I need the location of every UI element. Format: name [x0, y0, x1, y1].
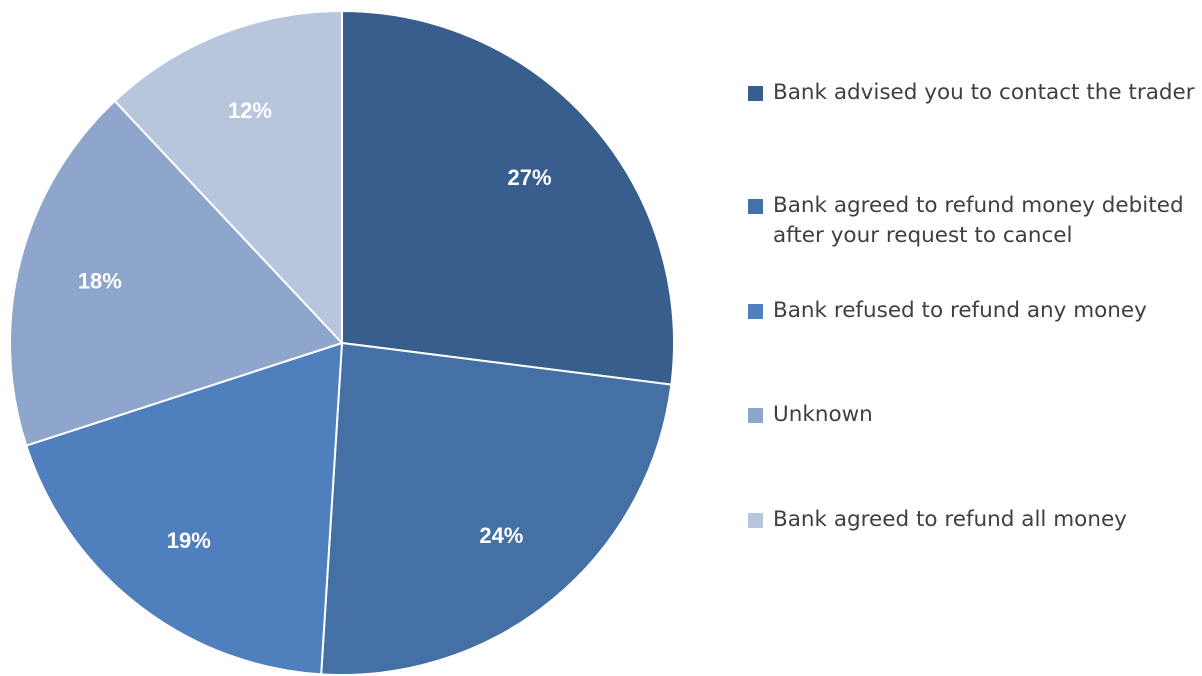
legend-label: Bank advised you to contact the trader	[773, 80, 1195, 105]
legend-label: Bank refused to refund any money	[773, 298, 1147, 323]
legend-label: Unknown	[773, 402, 873, 427]
legend-swatch	[748, 304, 763, 319]
legend-item-refund-debited: Bank agreed to refund money debited afte…	[748, 191, 1198, 251]
legend-item-refund-all: Bank agreed to refund all money	[748, 505, 1198, 535]
slice-data-label: 24%	[479, 523, 523, 548]
pie-slice	[341, 9, 675, 386]
legend-item-refused-refund: Bank refused to refund any money	[748, 296, 1198, 326]
legend-swatch	[748, 513, 763, 528]
legend-swatch	[748, 408, 763, 423]
pie-slice	[113, 9, 343, 346]
legend-item-contact-trader: Bank advised you to contact the trader	[748, 78, 1198, 108]
legend-swatch	[748, 199, 763, 214]
slice-data-label: 19%	[167, 528, 211, 553]
pie-slice	[320, 341, 673, 676]
pie-slice	[9, 99, 344, 447]
legend-label: Bank agreed to refund money debited afte…	[773, 193, 1184, 248]
slice-data-label: 18%	[78, 268, 122, 293]
pie-slice	[24, 341, 344, 676]
legend-swatch	[748, 86, 763, 101]
legend-label: Bank agreed to refund all money	[773, 507, 1127, 532]
pie-chart: 27% 24% 19% 18% 12%	[9, 9, 675, 676]
slice-data-label: 27%	[508, 165, 552, 190]
slice-data-label: 12%	[228, 98, 272, 123]
legend-item-unknown: Unknown	[748, 400, 1198, 430]
